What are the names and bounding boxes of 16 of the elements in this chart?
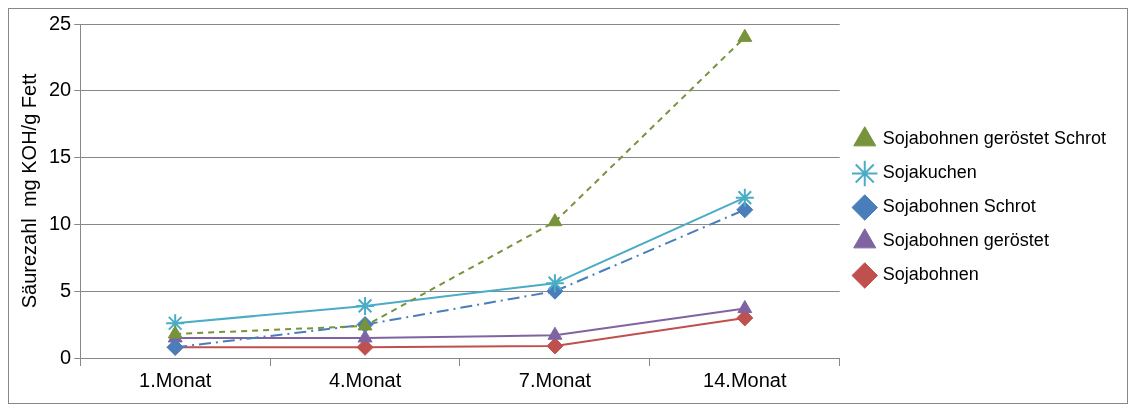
legend-label: Sojabohnen geröstet <box>882 230 1049 251</box>
y-axis-title: Säurezahl mg KOH/g Fett <box>17 73 40 309</box>
legend-label: Sojabohnen Schrot <box>882 196 1036 217</box>
y-tick-label: 10 <box>49 211 72 234</box>
y-tick-label: 5 <box>60 278 72 301</box>
legend-label: Sojabohnen geröstet Schrot <box>882 128 1106 149</box>
x-tick-label: 14.Monat <box>703 368 787 391</box>
y-tick-label: 15 <box>49 145 72 168</box>
y-tick-label: 20 <box>49 78 72 101</box>
x-tick-label: 7.Monat <box>518 368 592 391</box>
legend-label: Sojabohnen <box>882 264 979 285</box>
y-tick-label: 25 <box>49 11 72 34</box>
y-tick-label: 0 <box>60 345 72 368</box>
legend-label: Sojakuchen <box>882 162 977 183</box>
x-tick-label: 1.Monat <box>139 368 212 391</box>
x-tick-label: 4.Monat <box>328 368 402 391</box>
